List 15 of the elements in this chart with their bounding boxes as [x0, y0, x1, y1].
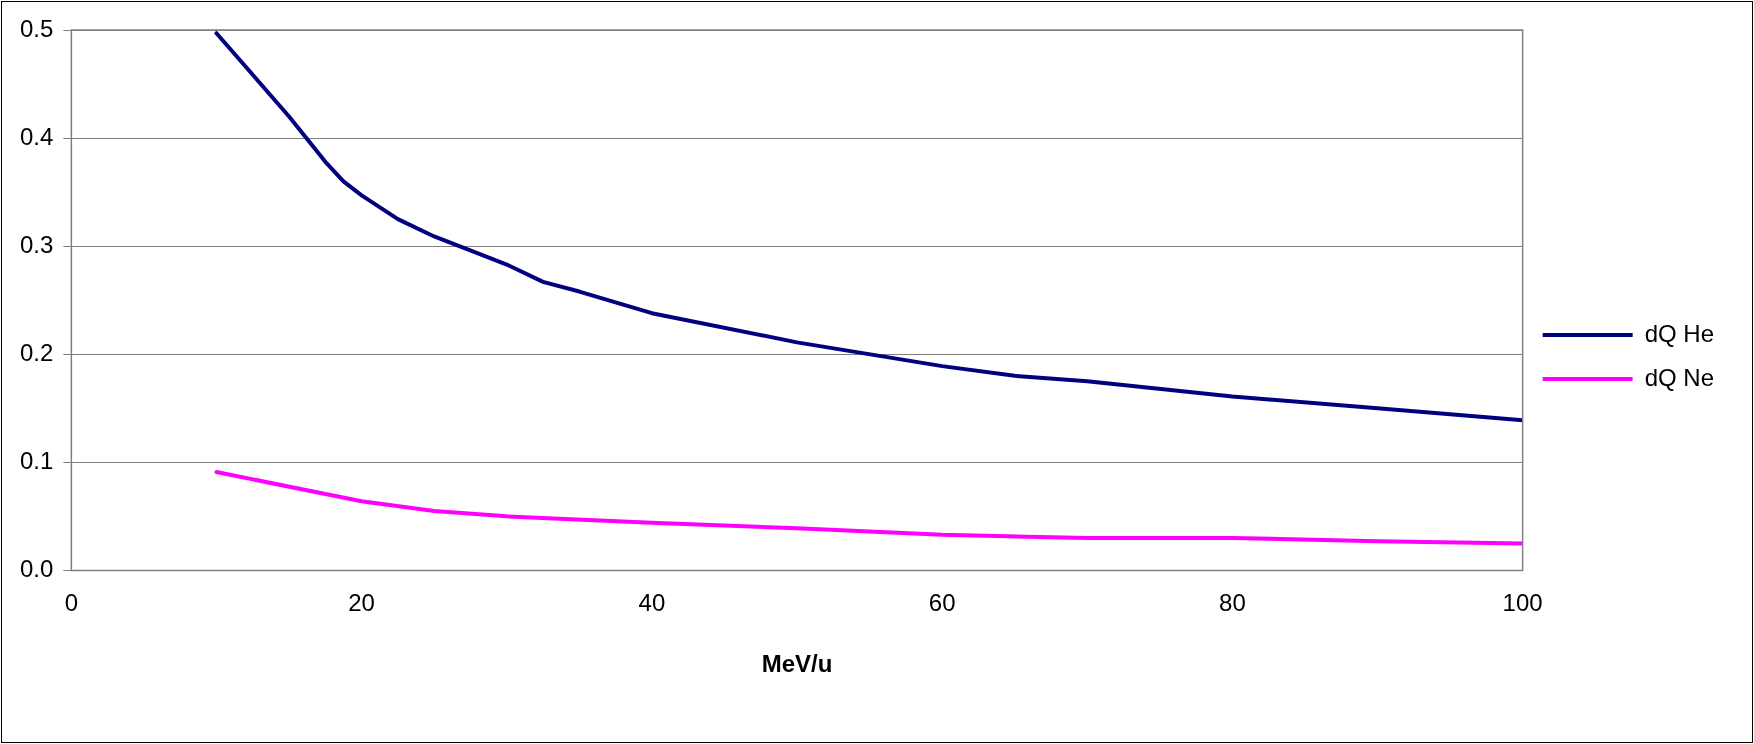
x-tick-label: 20	[348, 589, 375, 617]
x-tick-label: 0	[64, 589, 79, 617]
x-tick-label: 100	[1502, 589, 1543, 617]
legend-label: dQ He	[1644, 319, 1715, 347]
x-tick-label: 80	[1219, 589, 1246, 617]
y-tick-label: 0.3	[19, 230, 54, 258]
y-tick-label: 0.1	[19, 446, 54, 474]
y-tick-label: 0.5	[19, 14, 54, 42]
x-axis-title: MeV/u	[761, 650, 833, 678]
y-tick-label: 0.2	[19, 338, 54, 366]
x-tick-label: 60	[928, 589, 956, 617]
x-tick-label: 40	[638, 589, 666, 617]
y-tick-label: 0.0	[19, 555, 54, 583]
y-tick-label: 0.4	[19, 122, 54, 150]
legend-label: dQ Ne	[1644, 363, 1715, 391]
